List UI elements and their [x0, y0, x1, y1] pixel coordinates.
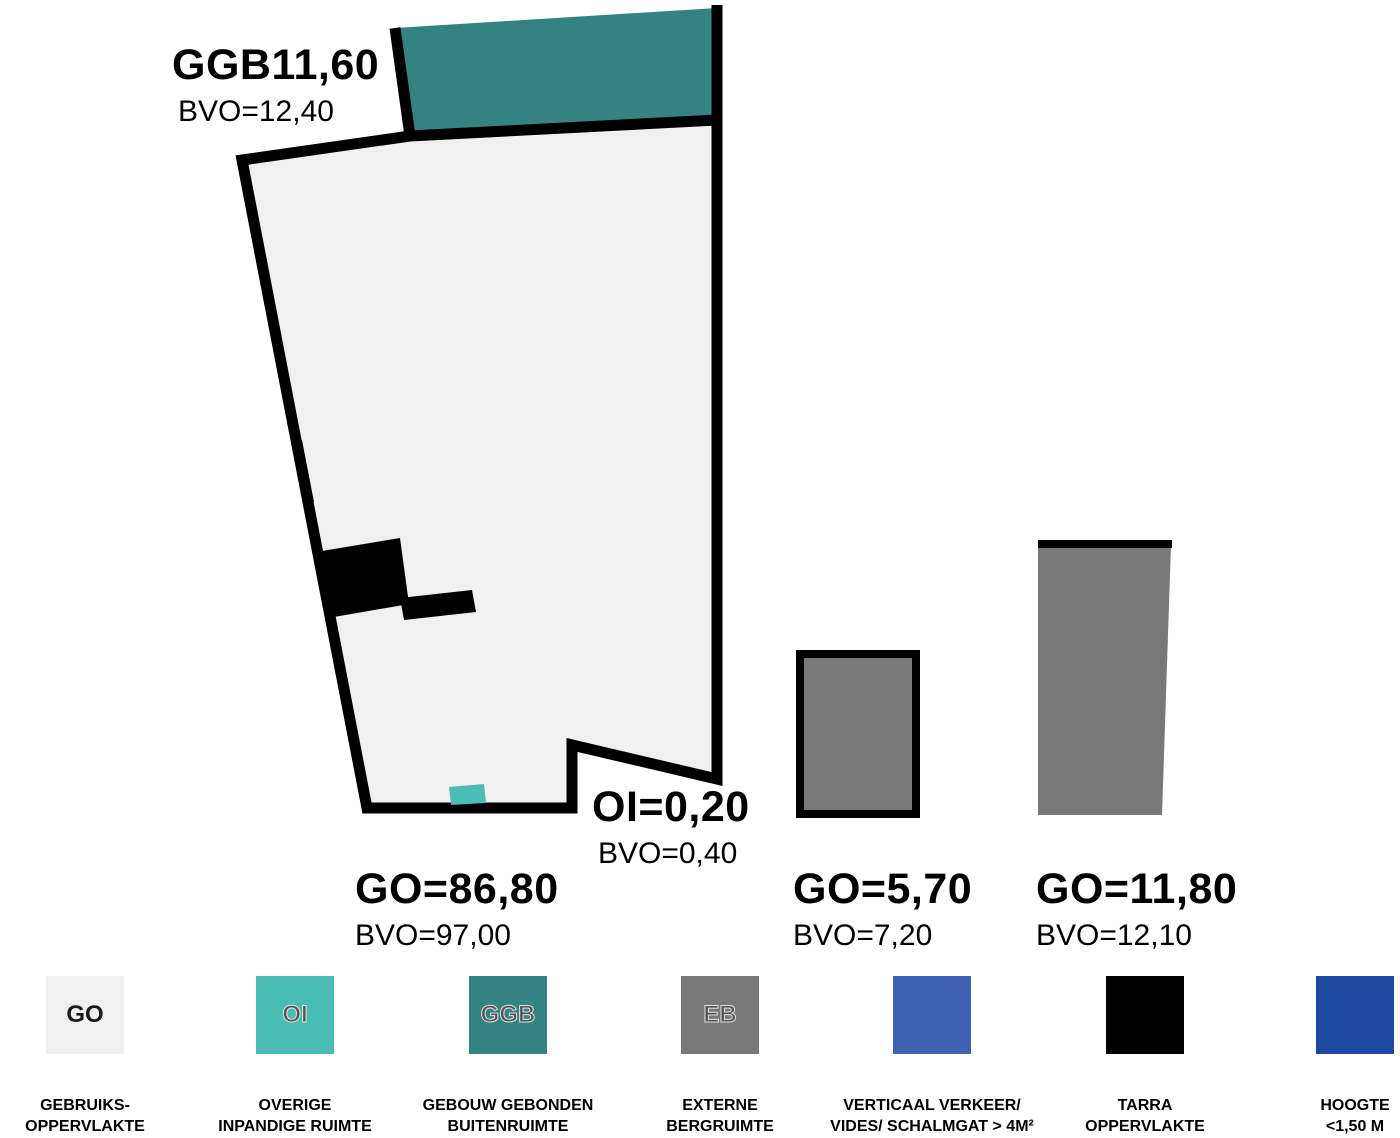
- go-main-area-code: GO=86,80: [355, 865, 559, 913]
- legend-code-oi: OI: [282, 1001, 308, 1029]
- tarra-wall-stub: [400, 590, 476, 620]
- legend-label-hoogte: HOOGTE <1,50 M: [1320, 1097, 1390, 1135]
- legend-swatch-ggb: GGB: [469, 976, 547, 1054]
- legend-item-oi: OI OVERIGE INPANDIGE RUIMTE: [215, 976, 375, 1138]
- go-storage-large-label: GO=11,80 BVO=12,10: [1036, 868, 1237, 951]
- ggb-area-code: GGB11,60: [172, 41, 380, 89]
- legend-item-tarra: TARRA OPPERVLAKTE: [1065, 976, 1225, 1138]
- legend-swatch-oi: OI: [256, 976, 334, 1054]
- legend-code-ggb: GGB: [480, 1001, 536, 1029]
- legend-swatch-go: GO: [46, 976, 124, 1054]
- legend-item-eb: EB EXTERNE BERGRUIMTE: [640, 976, 800, 1138]
- ggb-balcony-area: [395, 8, 717, 136]
- ggb-area-bvo: BVO=12,40: [178, 95, 334, 128]
- go-storage-small-code: GO=5,70: [793, 865, 973, 913]
- oi-area-label: OI=0,20 BVO=0,40: [592, 786, 750, 869]
- legend-label-ggb: GEBOUW GEBONDEN BUITENRUIMTE: [422, 1097, 594, 1135]
- legend-item-vv: VERTICAAL VERKEER/ VIDES/ SCHALMGAT > 4M…: [830, 976, 1034, 1138]
- legend-swatch-vv: [893, 976, 971, 1054]
- legend-label-go: GEBRUIKS- OPPERVLAKTE: [25, 1097, 145, 1135]
- go-storage-small-label: GO=5,70 BVO=7,20: [793, 868, 972, 951]
- go-storage-large-code: GO=11,80: [1036, 865, 1238, 913]
- oi-area-bvo: BVO=0,40: [598, 837, 738, 870]
- legend-label-oi: OVERIGE INPANDIGE RUIMTE: [218, 1097, 372, 1135]
- go-main-area-label: GO=86,80 BVO=97,00: [355, 868, 559, 951]
- go-storage-large-bvo: BVO=12,10: [1036, 919, 1192, 952]
- legend-item-go: GO GEBRUIKS- OPPERVLAKTE: [5, 976, 165, 1138]
- legend-item-hoogte: HOOGTE <1,50 M: [1275, 976, 1400, 1138]
- legend-swatch-hoogte: [1316, 976, 1394, 1054]
- ggb-area-label: GGB11,60 BVO=12,40: [172, 44, 379, 127]
- legend-swatch-tarra: [1106, 976, 1184, 1054]
- oi-area: [449, 784, 486, 805]
- legend-label-tarra: TARRA OPPERVLAKTE: [1085, 1097, 1205, 1135]
- eb-storage-large: [1038, 544, 1171, 815]
- go-main-floor-area: [242, 120, 717, 808]
- legend-code-eb: EB: [703, 1001, 737, 1029]
- go-main-area-bvo: BVO=97,00: [355, 919, 511, 952]
- legend-label-eb: EXTERNE BERGRUIMTE: [666, 1097, 774, 1135]
- eb-storage-large-top-wall: [1038, 540, 1172, 548]
- eb-storage-small: [796, 650, 920, 818]
- oi-area-code: OI=0,20: [592, 783, 750, 831]
- legend-code-go: GO: [66, 1001, 104, 1028]
- tarra-wall-notch: [298, 440, 314, 502]
- legend-swatch-eb: EB: [681, 976, 759, 1054]
- legend-item-ggb: GGB GEBOUW GEBONDEN BUITENRUIMTE: [423, 976, 593, 1138]
- go-storage-small-bvo: BVO=7,20: [793, 919, 933, 952]
- tarra-column-block: [316, 538, 409, 617]
- legend-label-vv: VERTICAAL VERKEER/ VIDES/ SCHALMGAT > 4M…: [830, 1097, 1034, 1135]
- wall-outline: [235, 5, 723, 814]
